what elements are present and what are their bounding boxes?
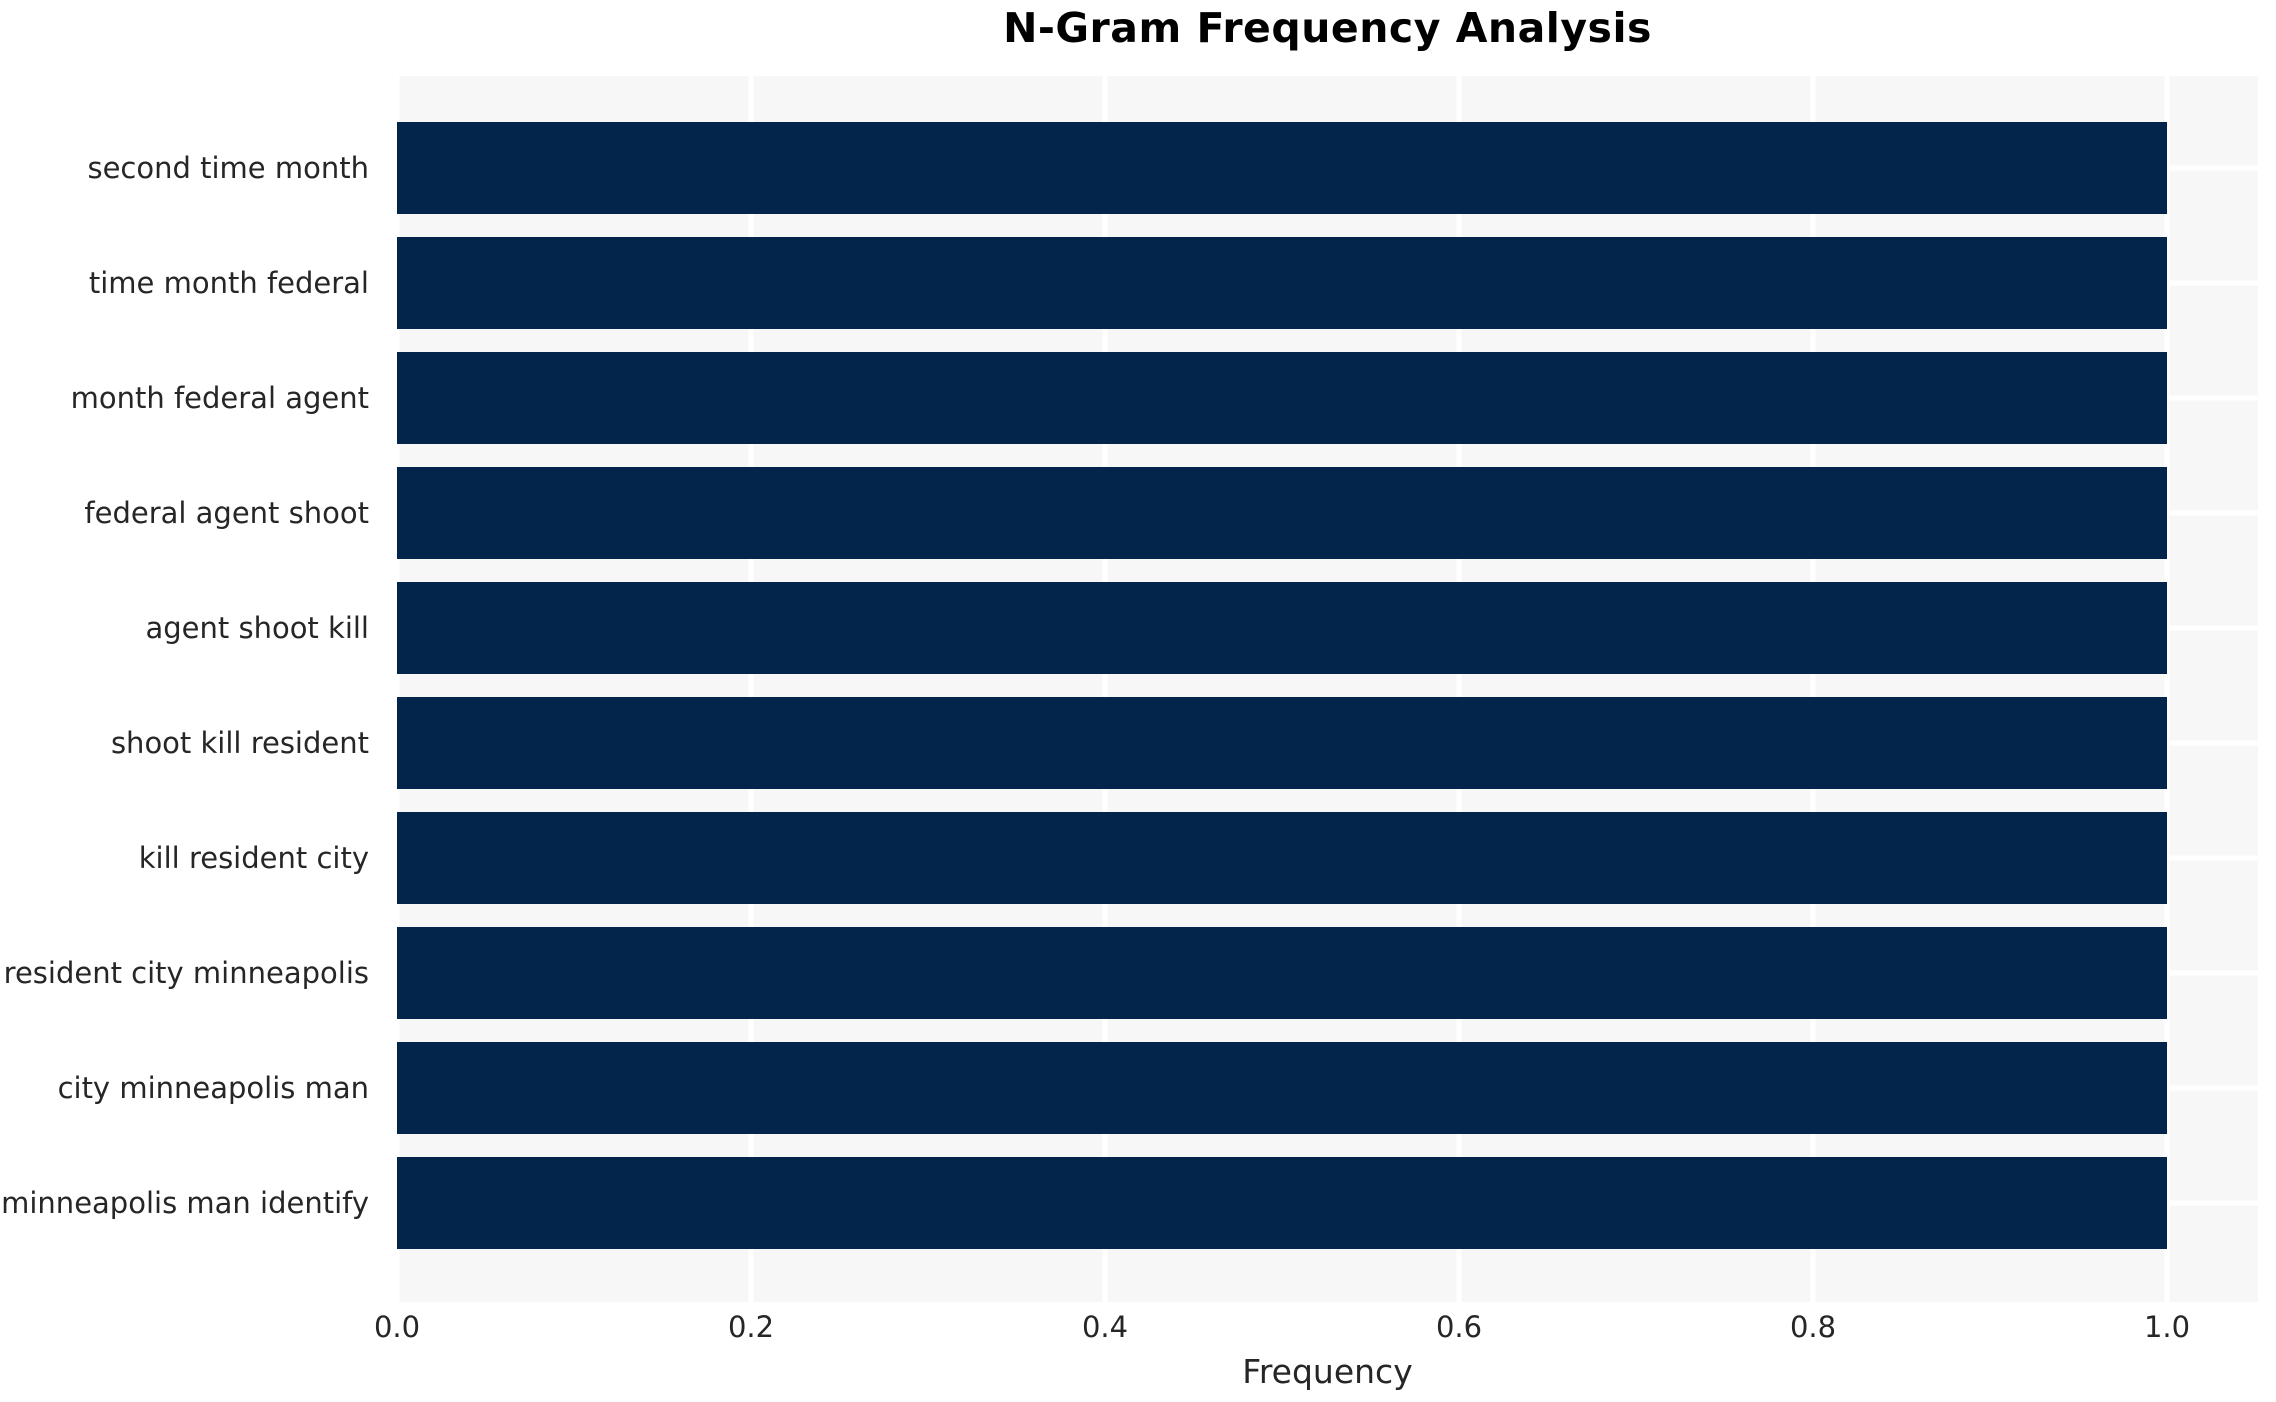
y-tick-label: time month federal <box>88 266 369 300</box>
gridline-vertical <box>748 76 754 1302</box>
bar <box>397 237 2168 329</box>
y-tick-label: kill resident city <box>138 841 369 875</box>
bar <box>397 1042 2168 1134</box>
chart-title: N-Gram Frequency Analysis <box>1003 4 1652 52</box>
bar-row <box>397 927 2258 1019</box>
bar-row <box>397 237 2258 329</box>
bar-row <box>397 467 2258 559</box>
bar-rows <box>397 76 2258 1302</box>
bar-row <box>397 697 2258 789</box>
x-tick-label: 0.2 <box>727 1310 775 1344</box>
x-axis-ticks: 0.0 0.2 0.4 0.6 0.8 1.0 <box>374 1310 2258 1350</box>
y-tick-label: shoot kill resident <box>110 726 369 760</box>
bar-row <box>397 582 2258 674</box>
gridline-vertical <box>1456 76 1462 1302</box>
gridline-vertical <box>397 76 400 1302</box>
x-tick-label: 1.0 <box>2143 1310 2191 1344</box>
bar <box>397 467 2168 559</box>
x-tick-label: 0.6 <box>1435 1310 1483 1344</box>
y-tick-label: minneapolis man identify <box>1 1186 369 1220</box>
bar <box>397 582 2168 674</box>
x-axis-title: Frequency <box>1242 1352 1413 1391</box>
x-tick-label: 0.4 <box>1081 1310 1129 1344</box>
bar <box>397 122 2168 214</box>
y-tick-label: resident city minneapolis <box>3 956 369 990</box>
y-tick-label: city minneapolis man <box>57 1071 369 1105</box>
y-tick-label: federal agent shoot <box>84 496 369 530</box>
bar-row <box>397 1157 2258 1249</box>
y-axis-labels: second time month time month federal month… <box>0 76 383 1302</box>
y-tick-label: month federal agent <box>70 381 369 415</box>
bar <box>397 697 2168 789</box>
bar-row <box>397 812 2258 904</box>
bar <box>397 352 2168 444</box>
x-tick-label: 0.0 <box>373 1310 421 1344</box>
bar <box>397 927 2168 1019</box>
bar <box>397 812 2168 904</box>
bar-row <box>397 352 2258 444</box>
x-tick-label: 0.8 <box>1789 1310 1837 1344</box>
gridline-vertical <box>2164 76 2170 1302</box>
bar <box>397 1157 2168 1249</box>
gridline-vertical <box>1102 76 1108 1302</box>
y-tick-label: agent shoot kill <box>145 611 369 645</box>
gridline-vertical <box>1810 76 1816 1302</box>
y-tick-label: second time month <box>87 151 369 185</box>
bar-row <box>397 1042 2258 1134</box>
bar-row <box>397 122 2258 214</box>
